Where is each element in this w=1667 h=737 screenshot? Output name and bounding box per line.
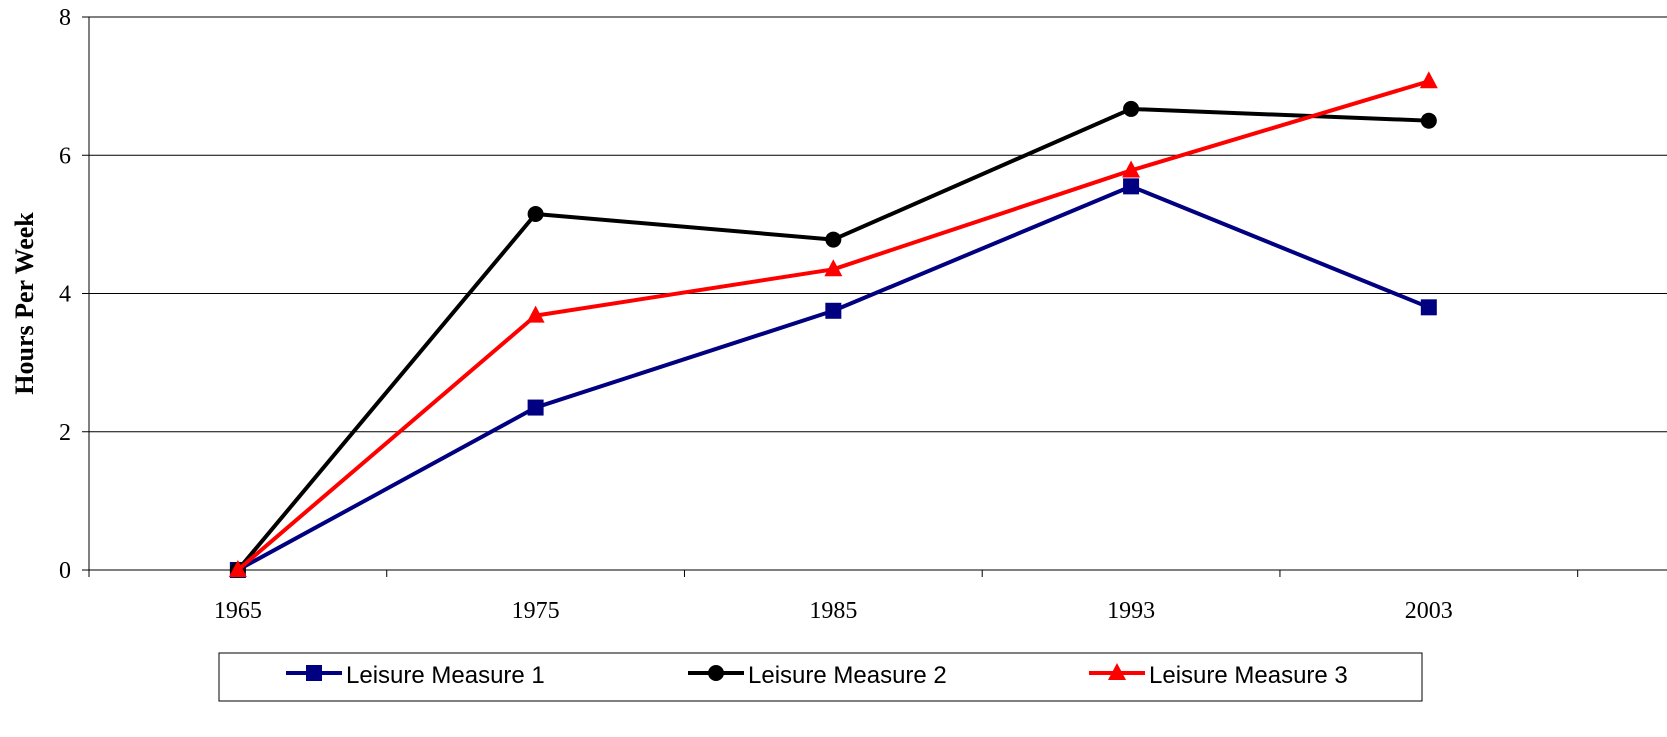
y-tick-labels: 0 2 4 6 8 — [59, 5, 71, 584]
data-point-1-1985 — [825, 302, 842, 319]
x-tick-label-2003: 2003 — [1405, 598, 1453, 624]
data-point-2-1975 — [527, 206, 544, 223]
series-3 — [228, 71, 1438, 577]
series — [228, 71, 1438, 578]
x-tick-label-1985: 1985 — [809, 598, 857, 624]
axes — [82, 16, 1667, 577]
legend-swatch-marker — [306, 665, 322, 681]
legend-label: Leisure Measure 3 — [1149, 662, 1348, 689]
x-tick-labels: 1965 1975 1985 1993 2003 — [214, 598, 1453, 624]
y-tick-label: 6 — [59, 143, 71, 169]
data-point-2-2003 — [1420, 112, 1437, 129]
legend: Leisure Measure 1 Leisure Measure 2 Leisur… — [218, 652, 1423, 702]
data-point-3-1975 — [526, 305, 545, 323]
legend-entry-1: Leisure Measure 1 — [286, 662, 545, 689]
data-point-3-2003 — [1419, 71, 1438, 89]
legend-swatch-marker — [708, 665, 724, 681]
x-tick-label-1965: 1965 — [214, 598, 262, 624]
legend-label: Leisure Measure 2 — [748, 662, 947, 689]
y-tick-label: 0 — [59, 558, 71, 584]
data-point-3-1985 — [824, 259, 843, 277]
data-point-1-1975 — [527, 399, 544, 416]
legend-label: Leisure Measure 1 — [346, 662, 545, 689]
data-point-1-1993 — [1123, 178, 1140, 195]
y-axis-title: Hours Per Week — [10, 212, 39, 395]
data-point-2-1985 — [825, 231, 842, 248]
gridlines — [89, 16, 1667, 433]
legend-swatch-marker — [1108, 663, 1126, 680]
legend-entry-3: Leisure Measure 3 — [1089, 662, 1348, 689]
data-point-3-1993 — [1122, 160, 1141, 178]
data-point-1-2003 — [1420, 299, 1437, 316]
series-2 — [229, 100, 1437, 578]
data-point-3-1965 — [228, 560, 247, 577]
y-tick-label: 2 — [59, 420, 71, 446]
y-tick-label: 4 — [59, 282, 71, 308]
x-tick-label-1993: 1993 — [1107, 598, 1155, 624]
series-line-2 — [236, 106, 1429, 572]
x-tick-label-1975: 1975 — [512, 598, 560, 624]
y-tick-label: 8 — [59, 5, 71, 31]
legend-box — [218, 652, 1423, 702]
series-line-3 — [236, 79, 1430, 572]
legend-entry-2: Leisure Measure 2 — [688, 662, 947, 689]
data-point-2-1993 — [1123, 100, 1140, 117]
